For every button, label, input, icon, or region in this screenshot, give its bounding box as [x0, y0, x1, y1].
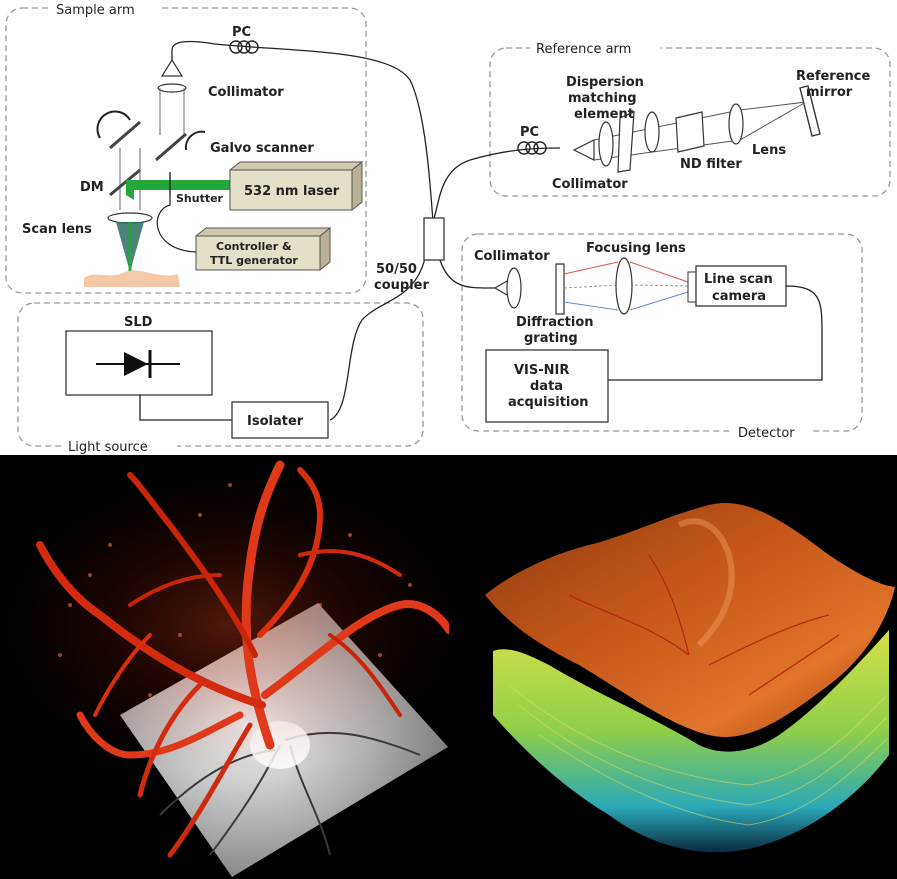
diode-icon	[96, 350, 180, 378]
sample-pc-label: PC	[232, 25, 251, 40]
retinal-layers	[493, 630, 889, 853]
light-source-label: Light source	[68, 440, 148, 455]
laser-box	[229, 169, 353, 211]
schematic-svg: Sample arm Reference arm Light source De…	[5, 1, 891, 455]
vessel-speckle	[58, 483, 412, 697]
mirror-label-1: Reference	[796, 69, 870, 84]
shutter-label: Shutter	[176, 192, 224, 205]
dispersion-label-2: matching	[568, 91, 637, 106]
galvo-label: Galvo scanner	[210, 141, 314, 156]
reference-lens-2	[728, 103, 744, 145]
reference-collimator-label: Collimator	[552, 177, 628, 192]
coupler-label-2: coupler	[374, 278, 429, 293]
pc-icon	[229, 40, 259, 54]
ttl-cable	[156, 196, 197, 253]
daq-label-1: VIS-NIR	[514, 363, 569, 378]
source-fiber	[329, 257, 426, 421]
mirror-label-2: mirror	[806, 85, 853, 100]
sld-cable	[139, 395, 232, 421]
dm-label: DM	[80, 180, 104, 195]
vasculature-svg	[0, 460, 449, 877]
isolater-label: Isolater	[247, 414, 304, 429]
reference-pc-label: PC	[520, 125, 539, 140]
laser-label: 532 nm laser	[244, 184, 340, 199]
surface-ridge	[677, 518, 735, 648]
sample-arm-label: Sample arm	[56, 3, 135, 18]
sample-collimator-icon	[157, 58, 187, 135]
retinal-vasculature	[36, 460, 449, 858]
surface-vessels	[568, 554, 840, 696]
reference-mirror-icon	[799, 85, 821, 137]
vasculature-3d-render	[0, 455, 449, 879]
dispersion-element-icon	[617, 111, 635, 173]
detector-fiber	[439, 259, 496, 289]
focusing-lens-label: Focusing lens	[586, 241, 686, 256]
grating-label-1: Diffraction	[516, 315, 594, 330]
controller-label-1: Controller &	[216, 240, 292, 253]
reference-arm-region	[489, 47, 891, 197]
reference-lens-1	[644, 111, 660, 153]
focusing-lens-icon	[615, 257, 633, 315]
reference-arm-label: Reference arm	[536, 42, 631, 57]
layer-striations	[508, 684, 888, 826]
camera-label-2: camera	[712, 289, 766, 304]
collimator-label: Collimator	[208, 85, 284, 100]
camera-sensor	[687, 271, 697, 303]
diffraction-grating-icon	[555, 263, 565, 315]
reference-collimator-icon	[598, 121, 614, 167]
nd-filter-label: ND filter	[680, 157, 742, 172]
retinal-surface	[485, 503, 895, 737]
isolater-box	[231, 401, 329, 439]
vessel-haze	[0, 475, 449, 775]
line-scan-camera	[695, 265, 787, 307]
controller-label-2: TTL generator	[210, 254, 298, 267]
daq-box	[485, 349, 609, 423]
detector-region	[461, 233, 863, 432]
scan-lens-label: Scan lens	[22, 222, 92, 237]
lens-label: Lens	[752, 143, 786, 158]
reference-pc-icon	[517, 141, 547, 155]
sld-label: SLD	[124, 315, 153, 330]
retina-3d-render	[449, 455, 897, 879]
coupler-label-1: 50/50	[376, 262, 417, 277]
dichroic-mirror	[109, 168, 141, 197]
coupler	[423, 217, 445, 261]
retina-svg	[485, 503, 895, 853]
sample-fiber	[171, 40, 434, 223]
grating-label-2: grating	[524, 331, 578, 346]
tissue-sample	[84, 270, 180, 287]
laser-beam	[126, 180, 232, 200]
camera-cable	[608, 285, 823, 381]
detector-collimator-label: Collimator	[474, 249, 550, 264]
nd-filter-icon	[675, 111, 705, 153]
galvo-scanner-icon	[96, 110, 206, 210]
reference-fiber	[432, 147, 561, 223]
detector-collimator-lens	[506, 267, 522, 309]
detector-label: Detector	[738, 426, 795, 441]
sample-arm-region	[5, 7, 367, 294]
light-source-region	[17, 302, 424, 447]
daq-label-3: acquisition	[508, 395, 589, 410]
spectral-rays	[563, 261, 689, 311]
dispersion-label-3: element	[574, 107, 634, 122]
camera-label-1: Line scan	[704, 272, 773, 287]
dispersion-label-1: Dispersion	[566, 75, 644, 90]
scan-lens-icon	[107, 212, 153, 224]
daq-label-2: data	[530, 379, 563, 394]
controller-box	[195, 235, 321, 271]
oct-system-schematic: Sample arm Reference arm Light source De…	[5, 1, 891, 455]
